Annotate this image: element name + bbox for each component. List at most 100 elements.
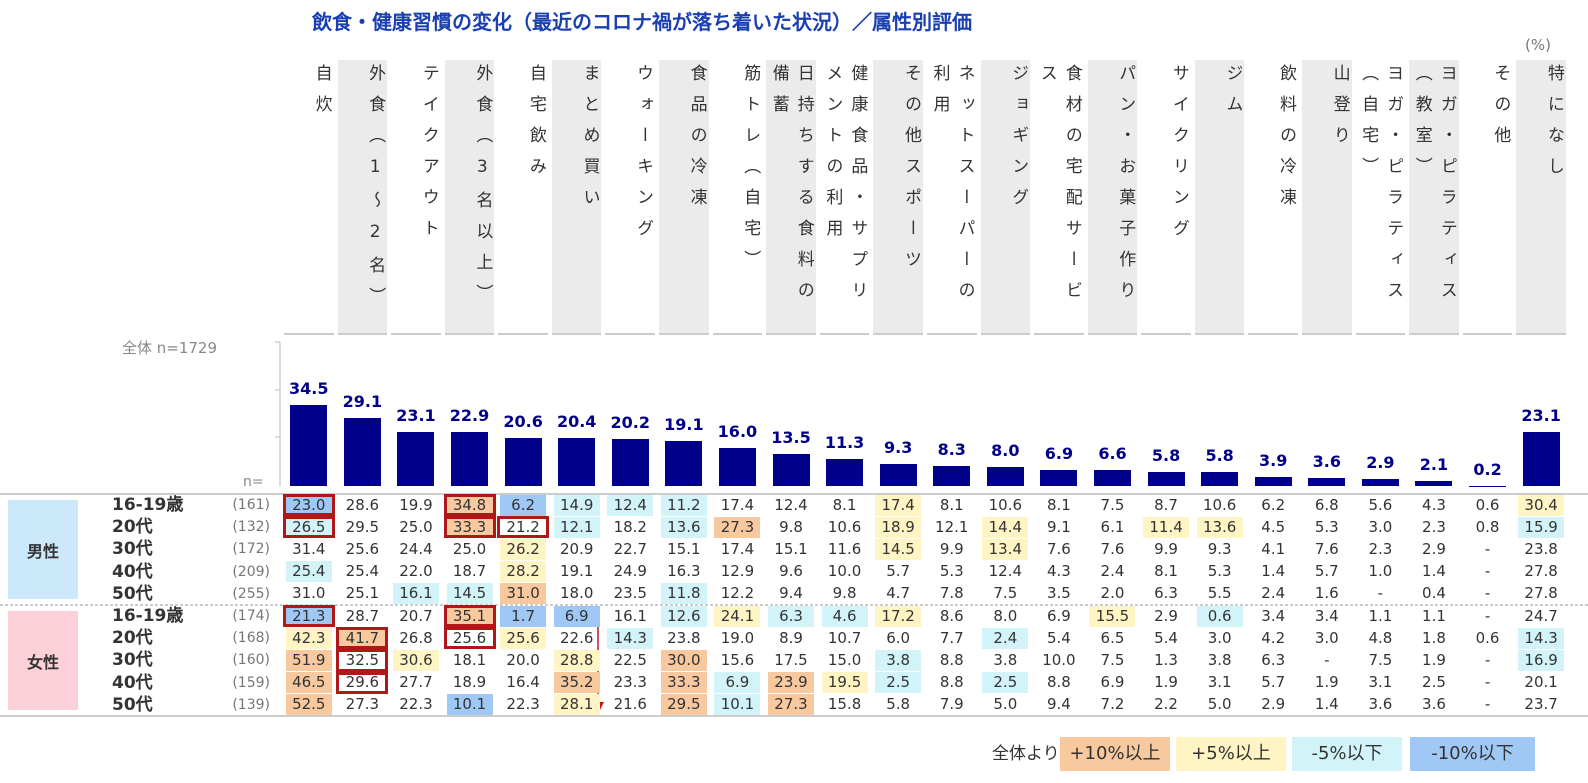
table-cell: 25.4 xyxy=(345,562,380,581)
row-n: (174) xyxy=(232,608,270,624)
table-cell: 22.3 xyxy=(399,695,433,714)
table-cell: 21.3 xyxy=(285,605,332,627)
row-n: (172) xyxy=(232,541,270,558)
legend-item: +10%以上 xyxy=(1060,737,1170,771)
table-cell: 15.5 xyxy=(1089,605,1136,627)
header-underline xyxy=(926,333,977,335)
table-cell: 8.7 xyxy=(1154,495,1178,514)
bar-label: 20.6 xyxy=(503,411,543,431)
highlight-box xyxy=(336,671,389,694)
table-cell: 16.3 xyxy=(667,562,701,581)
header-underline xyxy=(284,333,334,335)
table-cell: 9.8 xyxy=(779,517,803,536)
table-cell: 10.0 xyxy=(1042,650,1076,669)
highlight-box xyxy=(282,516,335,539)
bar xyxy=(1254,476,1292,486)
bar xyxy=(1147,472,1185,486)
table-cell: 2.4 xyxy=(1100,562,1125,581)
table-cell: 6.9 xyxy=(1100,673,1125,692)
table-cell: 8.1 xyxy=(1154,562,1178,581)
column-header: 特になし xyxy=(1543,64,1564,188)
table-cell: 22.6 xyxy=(559,628,594,647)
table-cell: 9.3 xyxy=(1207,539,1232,558)
bar xyxy=(290,404,328,486)
total-label: 全体 n=1729 xyxy=(122,339,218,357)
table-cell: 23.5 xyxy=(613,584,647,603)
table-cell: 3.6 xyxy=(1368,695,1393,714)
table-cell: 4.2 xyxy=(1261,628,1286,647)
table-cell: 17.4 xyxy=(875,494,922,516)
table-cell: 11.6 xyxy=(827,539,862,558)
highlight-box xyxy=(336,649,389,672)
table-cell: 52.5 xyxy=(285,694,332,716)
column-header: 筋トレ（自宅） xyxy=(740,64,761,281)
table-cell: 3.0 xyxy=(1314,628,1339,647)
table-cell: 5.4 xyxy=(1046,628,1071,647)
table-cell: 0.6 xyxy=(1475,628,1500,647)
header-underline xyxy=(1194,333,1245,335)
bar xyxy=(665,441,703,486)
table-cell: 5.0 xyxy=(1207,695,1232,714)
table-cell: 1.3 xyxy=(1154,650,1178,669)
bar-label: 16.0 xyxy=(717,422,758,442)
table-cell: 29.6 xyxy=(345,673,380,692)
table-cell: 27.8 xyxy=(1524,562,1558,581)
header-underline xyxy=(1409,333,1459,335)
highlight-box xyxy=(497,516,550,539)
bar-label: 3.6 xyxy=(1312,451,1341,471)
table-cell: 25.6 xyxy=(500,627,547,649)
bar-label: 29.1 xyxy=(342,391,383,411)
table-cell: 5.8 xyxy=(886,695,911,714)
table-cell: 0.4 xyxy=(1422,584,1446,603)
table-cell: 3.8 xyxy=(993,650,1018,669)
table-cell: 3.1 xyxy=(1368,673,1393,692)
table-cell: 9.8 xyxy=(832,584,857,603)
bar-label: 13.5 xyxy=(771,428,811,448)
table-cell: 7.5 xyxy=(1100,650,1125,669)
header-band xyxy=(1409,60,1459,333)
bar xyxy=(1361,479,1399,486)
column-header: 健康食品・サプリメントの利用 xyxy=(822,64,868,312)
table-cell: 6.2 xyxy=(1261,495,1286,514)
bar xyxy=(343,417,381,486)
table-cell: 3.1 xyxy=(1207,673,1232,692)
table-cell: 30.6 xyxy=(392,649,439,671)
table-cell: 23.8 xyxy=(1524,539,1558,558)
bar-label: 23.1 xyxy=(1521,405,1561,425)
table-cell: 20.1 xyxy=(1524,673,1558,692)
table-cell: 18.2 xyxy=(613,517,647,536)
bar-label: 8.0 xyxy=(991,441,1020,461)
column-header: テイクアウト xyxy=(418,64,439,250)
table-cell: 8.8 xyxy=(1046,673,1071,692)
bar-label: 5.8 xyxy=(1151,446,1181,466)
table-cell: 24.7 xyxy=(1524,606,1558,625)
table-cell: 30.4 xyxy=(1518,494,1565,516)
row-label: 40代 xyxy=(112,672,153,693)
table-cell: 4.6 xyxy=(821,605,868,627)
table-cell: 14.5 xyxy=(875,538,922,560)
table-cell: 12.1 xyxy=(553,516,600,538)
table-cell: 20.9 xyxy=(559,539,594,558)
table-cell: 22.7 xyxy=(613,539,647,558)
table-cell: 22.5 xyxy=(613,650,647,669)
table-cell: 20.0 xyxy=(506,650,540,669)
group-label: 男性 xyxy=(8,500,78,599)
header-underline xyxy=(873,333,923,335)
column-header: 食材の宅配サービス xyxy=(1036,64,1082,312)
table-cell: 7.5 xyxy=(993,584,1018,603)
column-header: まとめ買い xyxy=(579,64,600,219)
header-band xyxy=(551,60,602,333)
table-cell: 14.4 xyxy=(982,516,1029,538)
table-cell: 22.3 xyxy=(506,695,540,714)
table-cell: 4.8 xyxy=(1368,628,1393,647)
bar xyxy=(558,438,596,486)
table-cell: 15.9 xyxy=(1518,516,1565,538)
legend-item: -5%以下 xyxy=(1292,737,1402,771)
table-cell: 19.1 xyxy=(559,562,594,581)
table-cell: - xyxy=(1484,584,1491,603)
row-n: (132) xyxy=(232,519,270,536)
table-cell: 33.3 xyxy=(660,672,707,694)
bar-label: 0.2 xyxy=(1473,459,1502,479)
table-cell: 2.2 xyxy=(1154,695,1178,714)
table-cell: 28.1 xyxy=(553,694,600,716)
